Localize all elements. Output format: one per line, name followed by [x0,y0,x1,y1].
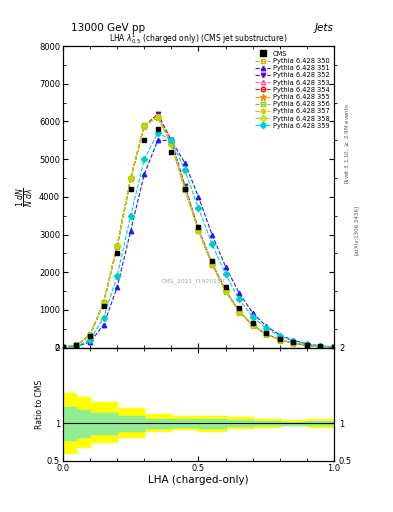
Legend: CMS, Pythia 6.428 350, Pythia 6.428 351, Pythia 6.428 352, Pythia 6.428 353, Pyt: CMS, Pythia 6.428 350, Pythia 6.428 351,… [254,50,331,130]
Text: CMS_2021_I1920187: CMS_2021_I1920187 [161,279,226,284]
Text: [arXiv:1306.3436]: [arXiv:1306.3436] [354,205,359,255]
Title: LHA $\lambda^1_{0.5}$ (charged only) (CMS jet substructure): LHA $\lambda^1_{0.5}$ (charged only) (CM… [109,31,288,46]
Text: Jets: Jets [315,23,334,33]
Y-axis label: Ratio to CMS: Ratio to CMS [35,380,44,429]
X-axis label: LHA (charged-only): LHA (charged-only) [148,475,249,485]
Text: 13000 GeV pp: 13000 GeV pp [71,23,145,33]
Y-axis label: $\frac{1}{N} \frac{dN}{d\lambda}$: $\frac{1}{N} \frac{dN}{d\lambda}$ [15,187,36,207]
Text: Rivet 3.1.10, $\geq$ 2.9M events: Rivet 3.1.10, $\geq$ 2.9M events [344,103,351,184]
